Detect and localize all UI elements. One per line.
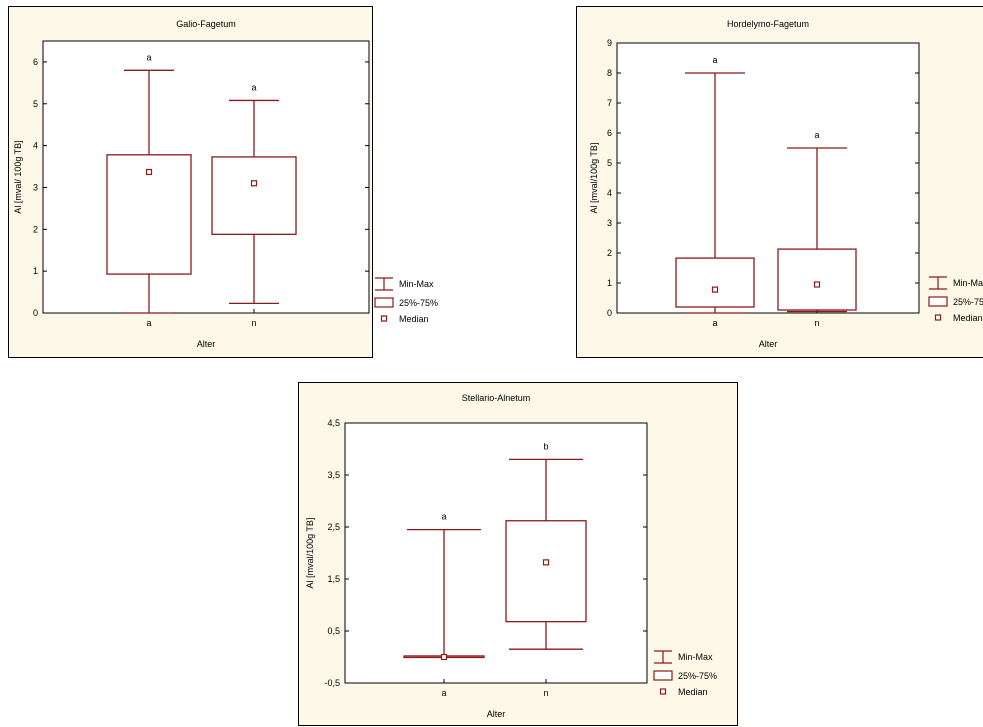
y-axis-label: Al [mval/100g TB]	[305, 518, 315, 589]
median-marker	[813, 281, 821, 288]
chart-panel-stellario-alnetum: Stellario-Alnetum -0,5 0,5 1,5 2,5 3,5 4,5 a n Al…	[298, 382, 738, 726]
y-tick-label: 4,5	[327, 418, 340, 428]
plot-area	[344, 422, 648, 684]
iqr-box	[505, 520, 587, 623]
y-tick-label: 6	[607, 128, 612, 138]
chart-panel-galio-fagetum: Galio-Fagetum 0 1 2 3 4 5 6 a n Alter Al [mval/ 100…	[8, 6, 438, 358]
legend-median-label: Median	[399, 314, 429, 324]
median-marker	[440, 653, 448, 661]
y-tick-label: 9	[607, 38, 612, 48]
x-axis-label: Alter	[759, 339, 778, 349]
y-tick-label: 3	[33, 182, 38, 192]
group-significance-label: a	[251, 82, 256, 92]
group-significance-label: a	[441, 512, 446, 522]
legend-minmax-label: Min-Max	[678, 652, 713, 662]
iqr-box	[777, 248, 857, 311]
y-tick-label: 2	[33, 224, 38, 234]
x-tick-label: n	[543, 688, 548, 698]
y-tick-label: 3,5	[327, 470, 340, 480]
y-tick-label: 5	[33, 99, 38, 109]
x-tick-label: n	[814, 318, 819, 328]
chart-title: Stellario-Alnetum	[462, 393, 531, 403]
x-axis-label: Alter	[197, 339, 216, 349]
y-tick-label: 0,5	[327, 626, 340, 636]
legend-median-label: Median	[953, 313, 983, 323]
legend-iqr-symbol	[928, 296, 948, 307]
y-tick-label: 4	[33, 141, 38, 151]
chart-title: Hordelymo-Fagetum	[727, 19, 809, 29]
legend-iqr-label: 25%-75%	[678, 671, 717, 681]
y-tick-label: 3	[607, 218, 612, 228]
iqr-box	[675, 257, 755, 308]
group-significance-label: a	[712, 55, 717, 65]
x-axis-label: Alter	[487, 709, 506, 719]
legend-median-symbol	[380, 315, 388, 322]
y-tick-label: 5	[607, 158, 612, 168]
legend-minmax-label: Min-Max	[399, 279, 434, 289]
y-tick-label: 2,5	[327, 522, 340, 532]
y-tick-label: 6	[33, 57, 38, 67]
plot-area	[616, 42, 920, 314]
chart-svg: Galio-Fagetum 0 1 2 3 4 5 6 a n Alter Al [mval/ 100…	[13, 19, 438, 349]
y-tick-label: 4	[607, 188, 612, 198]
median-marker	[145, 168, 153, 176]
x-tick-label: a	[441, 688, 446, 698]
legend-iqr-label: 25%-75%	[399, 298, 438, 308]
chart-svg: Stellario-Alnetum -0,5 0,5 1,5 2,5 3,5 4,5 a n Al…	[305, 393, 717, 719]
x-tick-label: a	[146, 318, 151, 328]
iqr-box	[211, 156, 297, 235]
group-significance-label: a	[814, 130, 819, 140]
legend-iqr-symbol	[653, 670, 673, 681]
y-tick-label: 1,5	[327, 574, 340, 584]
y-axis-label: Al [mval/ 100g TB]	[13, 140, 23, 213]
chart-svg: Hordelymo-Fagetum 0 1 2 3 4 5 6 7 8 9 a n Alter Al [mv…	[589, 19, 983, 349]
legend-median-symbol	[659, 688, 667, 695]
chart-panel-hordelymo-fagetum: Hordelymo-Fagetum 0 1 2 3 4 5 6 7 8 9 a n Alter Al [mv…	[576, 6, 983, 358]
y-tick-label: 1	[33, 266, 38, 276]
x-tick-label: n	[251, 318, 256, 328]
x-tick-label: a	[712, 318, 717, 328]
legend-iqr-label: 25%-75%	[953, 297, 983, 307]
y-tick-label: -0,5	[324, 678, 340, 688]
y-tick-label: 0	[607, 308, 612, 318]
y-tick-label: 0	[33, 308, 38, 318]
y-axis-label: Al [mval/100g TB]	[589, 143, 599, 214]
median-marker	[542, 559, 550, 566]
y-tick-label: 2	[607, 248, 612, 258]
median-marker	[711, 286, 719, 293]
group-significance-label: b	[543, 441, 548, 451]
chart-title: Galio-Fagetum	[176, 19, 236, 29]
group-significance-label: a	[146, 52, 151, 62]
y-tick-label: 7	[607, 98, 612, 108]
y-tick-label: 1	[607, 278, 612, 288]
plot-area	[42, 40, 370, 314]
legend-minmax-label: Min-Max	[953, 278, 983, 288]
legend-median-label: Median	[678, 687, 708, 697]
y-tick-label: 8	[607, 68, 612, 78]
legend-iqr-symbol	[374, 297, 394, 308]
median-marker	[250, 180, 258, 187]
legend-median-symbol	[934, 314, 942, 321]
